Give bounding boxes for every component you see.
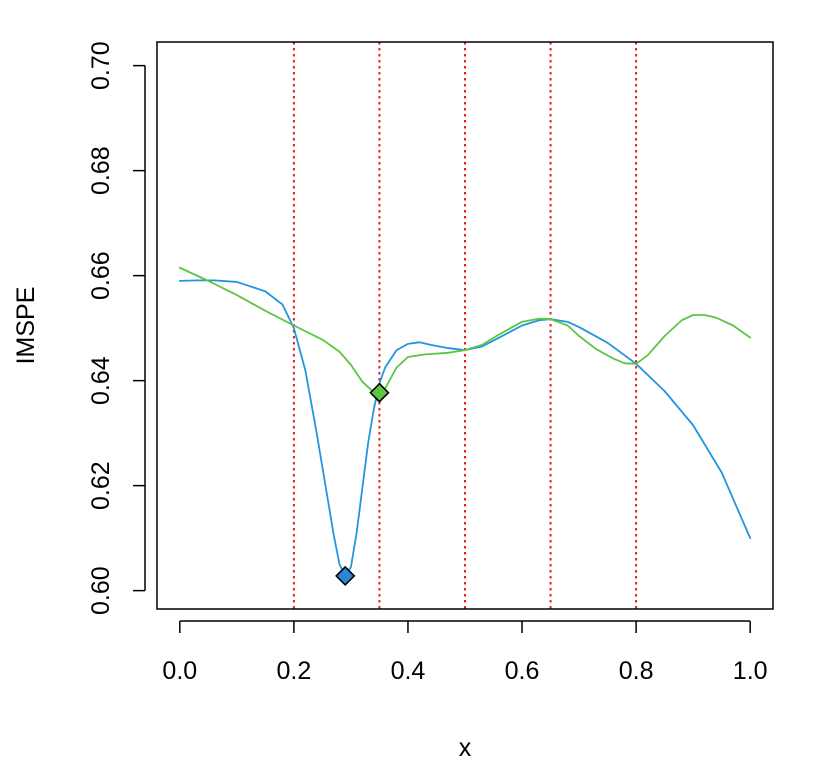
y-tick-label-3: 0.66	[87, 251, 115, 300]
y-tick-label-0: 0.60	[87, 566, 115, 615]
y-axis-label: IMSPE	[12, 287, 40, 365]
plot-frame	[156, 41, 774, 610]
series-line-0	[178, 279, 752, 577]
x-axis-label: x	[459, 734, 472, 762]
x-tick-label-4: 0.8	[619, 657, 654, 685]
x-tick-label-1: 0.2	[277, 657, 312, 685]
y-tick-label-2: 0.64	[87, 356, 115, 405]
y-tick-label-4: 0.68	[87, 146, 115, 195]
axes-layer: 0.0 0.2 0.4 0.6 0.8 1.0 0.60 0.62 0.64 0.66 0.68 0.…	[87, 41, 768, 685]
minimum-marker-1	[369, 382, 390, 403]
plot-layer	[178, 42, 752, 609]
y-tick-label-5: 0.70	[87, 41, 115, 90]
x-tick-label-2: 0.4	[391, 657, 426, 685]
y-tick-label-1: 0.62	[87, 461, 115, 510]
minimum-marker-0	[335, 565, 356, 587]
x-tick-label-3: 0.6	[505, 657, 540, 685]
x-tick-label-5: 1.0	[733, 657, 768, 685]
x-tick-label-0: 0.0	[162, 657, 197, 685]
series-line-1	[178, 266, 752, 394]
